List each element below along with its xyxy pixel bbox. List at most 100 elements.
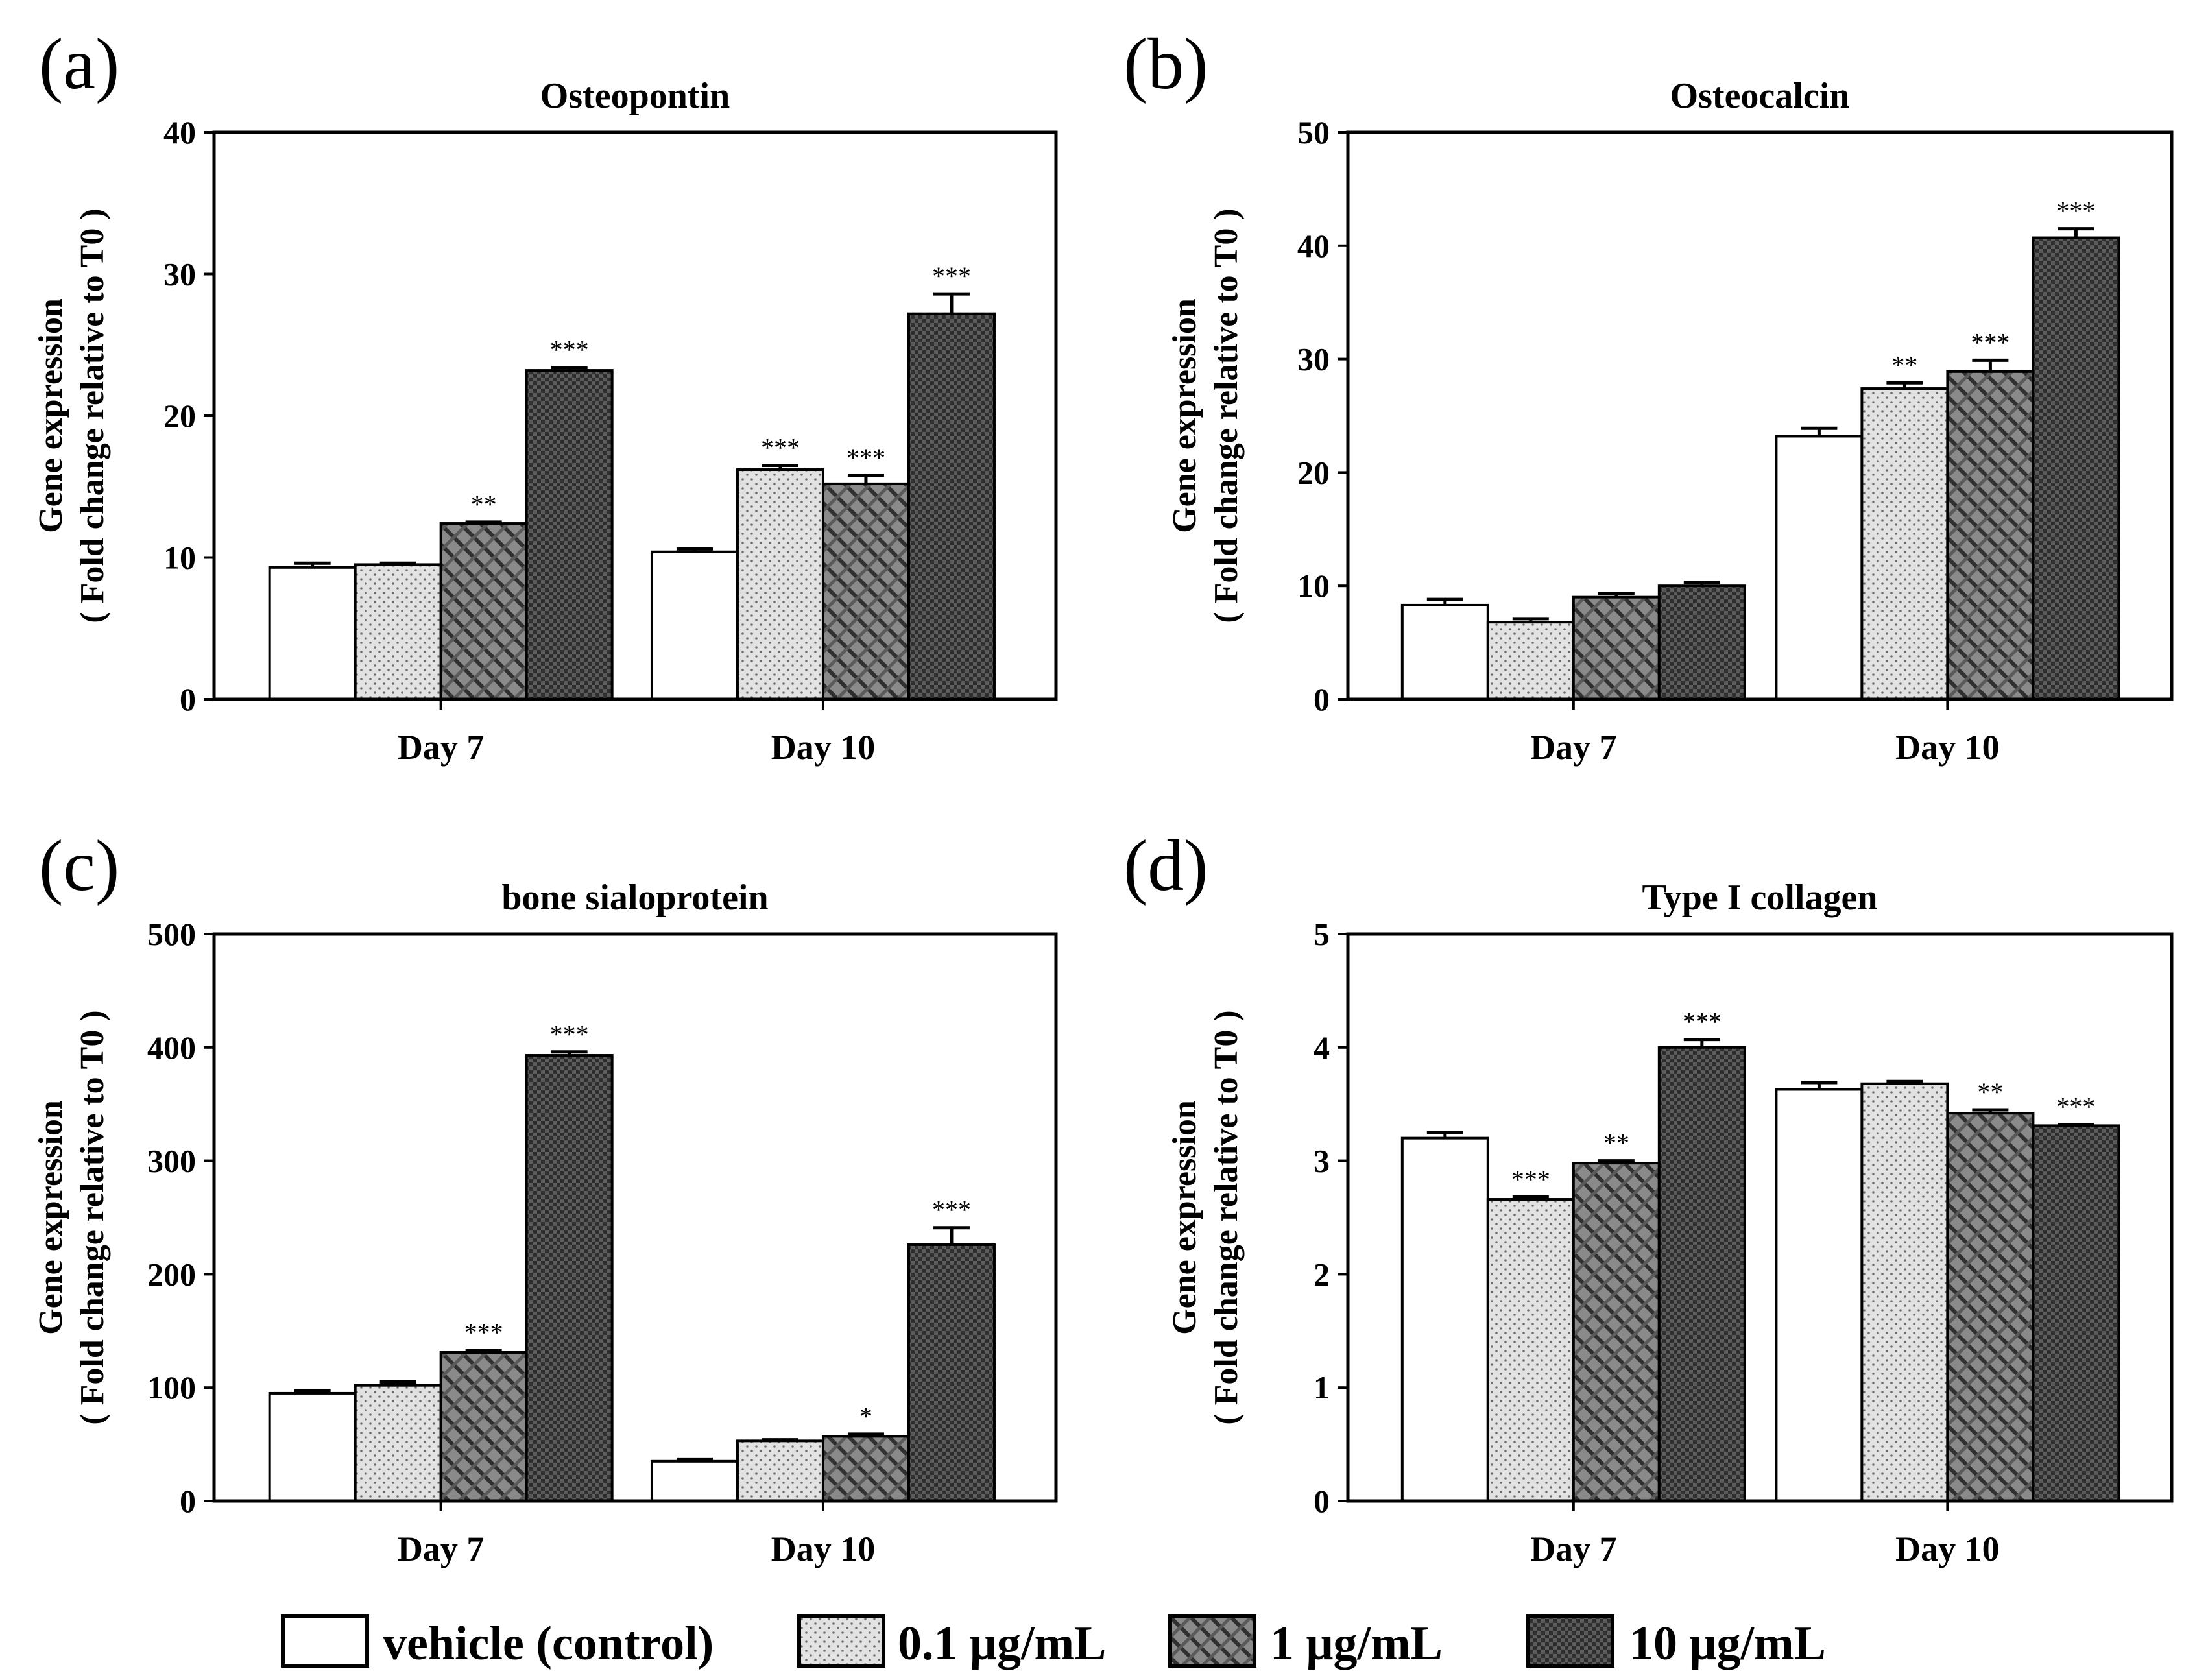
- y-tick-label: 3: [1314, 1143, 1330, 1179]
- significance-label: ***: [1683, 1007, 1722, 1037]
- significance-label: ***: [846, 443, 885, 472]
- legend-item-dark: 10 μg/mL: [1526, 1614, 1826, 1670]
- significance-label: **: [1977, 1077, 2003, 1107]
- bar-white-0: [1400, 603, 1489, 701]
- y-tick-label: 0: [1314, 1483, 1330, 1519]
- y-tick-label: 300: [147, 1143, 196, 1179]
- x-category-label: Day 10: [1895, 1530, 2000, 1568]
- bar-dark-0: [525, 1054, 614, 1502]
- y-tick-label: 200: [147, 1256, 196, 1292]
- legend-swatch: [281, 1614, 369, 1668]
- significance-label: **: [471, 490, 497, 519]
- y-tick-label: 20: [163, 398, 196, 434]
- chart-title: Type I collagen: [1642, 878, 1878, 918]
- plot-frame: [1346, 130, 2174, 701]
- y-axis-title-line: Gene expression: [32, 1100, 69, 1335]
- legend-label: 1 μg/mL: [1270, 1617, 1443, 1670]
- y-axis-title-line: Gene expression: [32, 298, 69, 533]
- bar-hatch-0: [439, 522, 528, 701]
- bar-dots-1: [1860, 387, 1949, 701]
- bar-dark-1: [907, 312, 996, 701]
- bar-white-1: [650, 550, 739, 701]
- panel-letter: (d): [1123, 826, 1208, 906]
- bar-dots-0: [354, 563, 442, 701]
- x-category-label: Day 7: [398, 728, 485, 767]
- chart-title: Osteopontin: [540, 76, 730, 116]
- y-axis-title-line: ( Fold change relative to T0 ): [74, 208, 111, 623]
- significance-label: ***: [1511, 1165, 1550, 1194]
- y-axis-title: Gene expression( Fold change relative to…: [32, 1010, 111, 1424]
- plot-frame: [212, 130, 1058, 701]
- y-axis-title-line: Gene expression: [1166, 298, 1203, 533]
- y-axis-title-line: ( Fold change relative to T0 ): [74, 1010, 111, 1424]
- legend-label: 0.1 μg/mL: [898, 1617, 1107, 1670]
- significance-label: **: [1603, 1129, 1629, 1158]
- legend-swatch: [1526, 1614, 1614, 1668]
- legend: vehicle (control) 0.1 μg/mL 1 μg/mL 10 μg/m…: [281, 1614, 1826, 1670]
- significance-label: *: [859, 1402, 872, 1431]
- y-tick-label: 50: [1297, 114, 1330, 150]
- bar-dots-1: [1860, 1082, 1949, 1502]
- significance-label: ***: [761, 433, 800, 462]
- chart-panel-b: (b) Osteocalcin Gene expression( Fold chan…: [1123, 24, 2174, 767]
- y-tick-label: 100: [147, 1369, 196, 1406]
- y-tick-label: 10: [163, 540, 196, 576]
- bar-white-1: [1775, 435, 1864, 701]
- x-category-label: Day 10: [771, 1530, 876, 1568]
- panel-letter: (a): [39, 24, 119, 104]
- significance-label: ***: [2056, 197, 2095, 226]
- significance-label: ***: [932, 1195, 971, 1225]
- y-tick-label: 1: [1314, 1369, 1330, 1406]
- bar-hatch-1: [821, 1435, 910, 1503]
- y-tick-label: 40: [1297, 228, 1330, 264]
- bar-dark-1: [907, 1243, 996, 1503]
- bar-dark-0: [525, 369, 614, 701]
- y-tick-label: 2: [1314, 1256, 1330, 1292]
- y-axis-title: Gene expression( Fold change relative to…: [32, 208, 111, 623]
- significance-label: ***: [550, 335, 589, 365]
- chart-panel-a: (a) Osteopontin Gene expression( Fold chan…: [32, 24, 1058, 767]
- significance-label: ***: [1971, 328, 2010, 357]
- bar-white-1: [650, 1459, 739, 1503]
- y-tick-label: 5: [1314, 916, 1330, 952]
- significance-label: ***: [2056, 1092, 2095, 1122]
- x-category-label: Day 10: [771, 728, 876, 767]
- chart-panel-c: (c) bone sialoprotein Gene expression( Fol…: [32, 826, 1058, 1568]
- bar-white-0: [1400, 1136, 1489, 1502]
- y-tick-label: 10: [1297, 568, 1330, 604]
- bar-white-1: [1775, 1088, 1864, 1502]
- y-tick-label: 0: [1314, 681, 1330, 717]
- y-tick-label: 30: [163, 256, 196, 293]
- y-tick-label: 400: [147, 1029, 196, 1066]
- significance-label: ***: [550, 1020, 589, 1049]
- bar-hatch-0: [439, 1351, 528, 1502]
- y-axis-title-line: ( Fold change relative to T0 ): [1208, 1010, 1245, 1424]
- bar-dots-0: [354, 1384, 442, 1503]
- significance-label: **: [1891, 350, 1917, 379]
- legend-label: 10 μg/mL: [1629, 1617, 1826, 1670]
- x-category-label: Day 10: [1895, 728, 2000, 767]
- bar-dark-1: [2032, 236, 2120, 701]
- y-tick-label: 0: [180, 1483, 196, 1519]
- y-tick-label: 0: [180, 681, 196, 717]
- bar-hatch-1: [1946, 370, 2035, 701]
- bar-dots-1: [736, 1439, 824, 1502]
- bar-white-0: [268, 1391, 357, 1502]
- plot-frame: [1346, 932, 2174, 1503]
- y-axis-title-line: ( Fold change relative to T0 ): [1208, 208, 1245, 623]
- bar-white-0: [268, 566, 357, 701]
- bar-dark-0: [1657, 1046, 1746, 1503]
- y-tick-label: 500: [147, 916, 196, 952]
- y-axis-title: Gene expression( Fold change relative to…: [1166, 1010, 1245, 1424]
- bar-dark-0: [1657, 584, 1746, 701]
- legend-item-white: vehicle (control): [281, 1614, 714, 1670]
- legend-label: vehicle (control): [383, 1617, 714, 1670]
- y-axis-title: Gene expression( Fold change relative to…: [1166, 208, 1245, 623]
- bar-hatch-0: [1572, 1162, 1661, 1502]
- legend-item-hatch: 1 μg/mL: [1168, 1614, 1443, 1670]
- chart-panel-d: (d) Type I collagen Gene expression( Fold …: [1123, 826, 2174, 1568]
- bar-dots-0: [1486, 1198, 1575, 1502]
- bar-hatch-0: [1572, 595, 1661, 701]
